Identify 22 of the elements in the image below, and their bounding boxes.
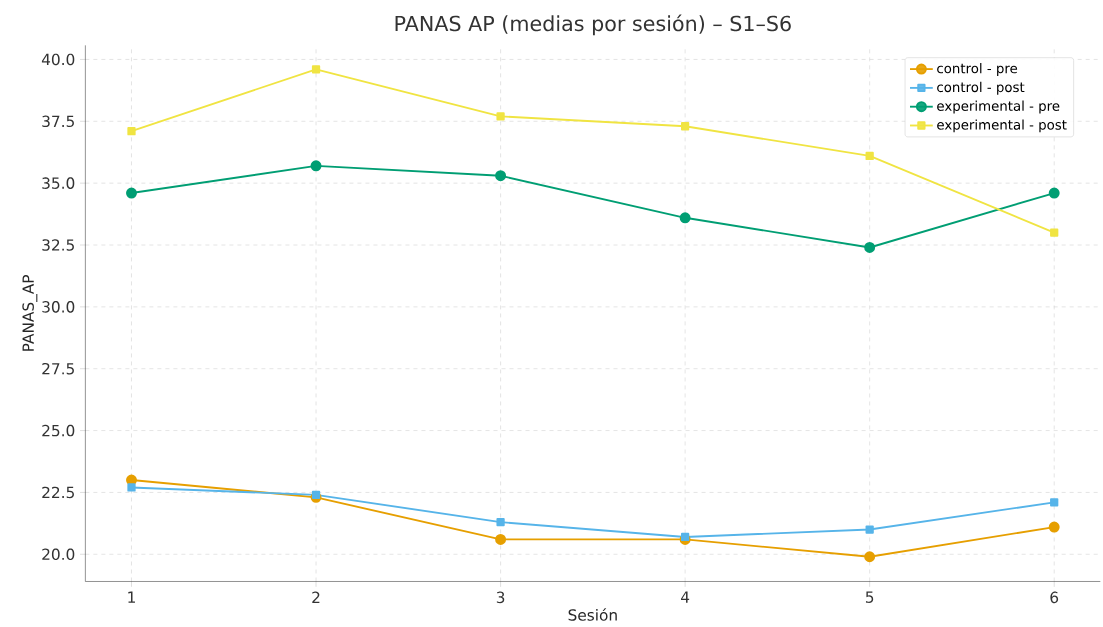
y-tick-label: 20.0	[42, 548, 75, 561]
y-tick-label: 22.5	[42, 486, 74, 499]
x-tick-label: 3	[496, 591, 505, 604]
y-tick-label: 35.0	[42, 177, 75, 190]
y-tick-label: 40.0	[41, 53, 75, 66]
y-tick-label: 32.5	[42, 239, 74, 251]
legend-label: experimental - post	[937, 119, 1067, 133]
legend-label: control - post	[937, 81, 1025, 95]
x-tick-label: 2	[312, 591, 320, 604]
chart-title: PANAS AP (medias por sesión) – S1–S6	[395, 14, 791, 36]
y-tick-label: 37.5	[42, 115, 74, 128]
y-tick-label: 27.5	[42, 363, 74, 375]
y-tick-label: 30.0	[42, 301, 75, 313]
x-axis-title: Sesión	[568, 608, 617, 621]
x-tick-label: 1	[128, 591, 135, 603]
legend-label: experimental - pre	[937, 100, 1060, 114]
x-tick-label: 4	[681, 591, 690, 603]
x-tick-label: 5	[865, 591, 874, 604]
legend-label: control - pre	[937, 63, 1018, 77]
x-tick-label: 6	[1050, 591, 1059, 604]
y-tick-label: 25.0	[42, 424, 75, 437]
y-axis-title: PANAS_AP	[22, 275, 38, 351]
